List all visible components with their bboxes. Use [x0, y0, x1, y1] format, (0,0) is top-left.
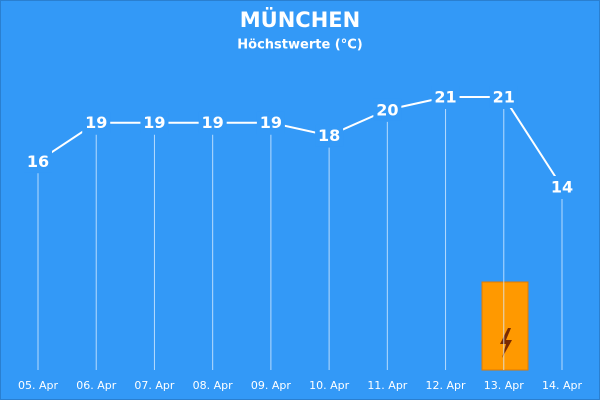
- x-tick-label: 06. Apr: [76, 379, 116, 392]
- label-bg: [373, 98, 402, 121]
- label-bg: [82, 111, 111, 134]
- x-tick-label: 08. Apr: [193, 379, 233, 392]
- x-tick-label: 09. Apr: [251, 379, 291, 392]
- value-label: 18: [318, 126, 340, 145]
- line: [37, 96, 563, 188]
- value-label: 19: [143, 113, 165, 132]
- label-bg: [489, 86, 518, 108]
- value-label: 19: [260, 113, 282, 132]
- x-tick-label: 05. Apr: [18, 379, 58, 392]
- value-label: 20: [376, 100, 398, 119]
- x-tick-label: 14. Apr: [542, 379, 582, 392]
- value-label: 14: [551, 178, 573, 197]
- value-label: 19: [202, 113, 224, 132]
- label-bg: [198, 111, 227, 134]
- x-tick-label: 10. Apr: [309, 379, 349, 392]
- value-label: 19: [85, 113, 107, 132]
- chart-subtitle: Höchstwerte (°C): [237, 38, 362, 53]
- x-tick-label: 11. Apr: [367, 379, 407, 392]
- x-tick-label: 12. Apr: [426, 379, 466, 392]
- label-bg: [24, 150, 52, 173]
- lightning-icon: [500, 328, 512, 358]
- warning-box: [481, 281, 529, 371]
- x-tick-label: 13. Apr: [484, 379, 524, 392]
- warning-icon: [481, 281, 529, 371]
- value-label: 21: [493, 88, 515, 107]
- label-bg: [256, 111, 285, 134]
- label-bg: [140, 111, 169, 134]
- value-label: 21: [434, 88, 456, 107]
- label-bg: [431, 86, 460, 108]
- value-label: 16: [27, 152, 49, 171]
- label-bg: [315, 124, 344, 147]
- x-tick-label: 07. Apr: [134, 379, 174, 392]
- label-bg: [548, 176, 576, 198]
- chart-title: MÜNCHEN: [240, 7, 360, 32]
